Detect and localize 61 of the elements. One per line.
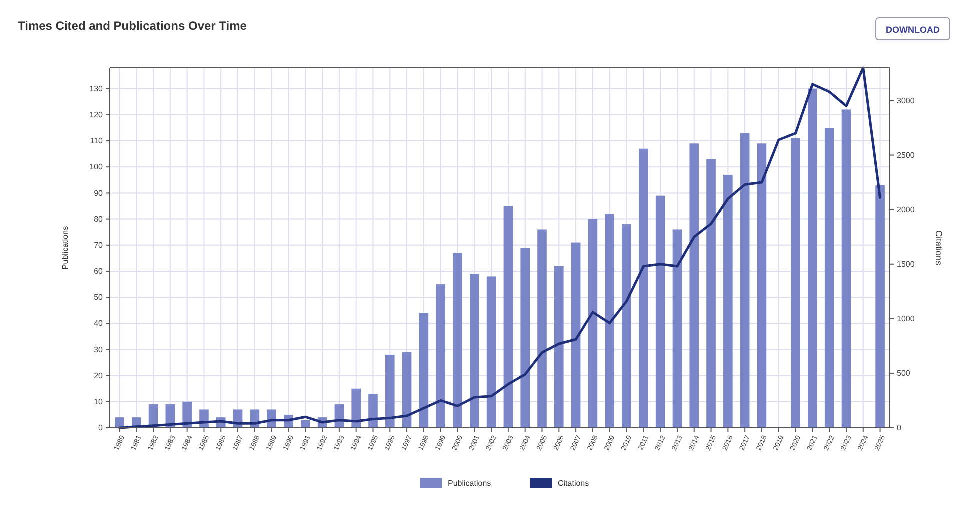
bar [115,418,124,428]
bar [300,420,310,428]
bar [352,388,361,428]
bar [385,354,395,428]
bar [757,144,767,428]
bar [824,128,834,428]
bar [724,174,733,428]
y-tick-label: 100 [90,162,104,172]
y-tick-label: 90 [94,188,104,198]
bar [842,110,852,428]
bar [538,230,547,428]
y-tick-label: 30 [94,345,104,354]
y-tick-label: 20 [94,371,104,380]
bar [672,230,682,428]
y2-tick-label: 1500 [897,260,916,269]
y-tick-label: 40 [94,319,104,328]
y2-tick-label: 0 [897,424,902,433]
bar [554,266,564,428]
y-tick-label: 70 [94,240,104,250]
y2-tick-label: 1000 [897,314,916,324]
y-tick-label: 0 [98,424,104,433]
y-tick-label: 80 [94,214,104,224]
y-tick-label: 120 [90,110,104,120]
bar [588,219,598,428]
bar [656,196,666,428]
bar [453,253,462,428]
bar [368,394,378,428]
bar [740,133,750,428]
legend-label: Citations [558,479,590,488]
y2-tick-label: 2500 [897,150,916,160]
bar [791,138,800,428]
bar [622,224,632,428]
bar [571,242,581,428]
line-series [118,66,882,430]
bar [706,159,716,428]
y-tick-label: 10 [94,397,104,406]
y2-tick-label: 500 [897,369,911,378]
chart-title: Times Cited and Publications Over Time [18,19,248,33]
y-tick-label: 130 [90,84,104,94]
y2-tick-label: 2000 [897,205,916,214]
bar [520,248,530,428]
bar [605,214,615,428]
bar [690,144,700,428]
bar [182,402,192,428]
bar [504,206,514,428]
bar [876,185,885,428]
legend-label: Publications [448,479,492,488]
text: DOWNLOAD [886,25,940,35]
bar [639,148,648,428]
bar [808,88,818,428]
bar [419,313,429,428]
bar [436,284,446,428]
y2-axis-title: Citations [934,230,944,266]
y-tick-label: 110 [90,136,104,146]
bar [402,352,412,428]
y2-tick-label: 3000 [897,96,916,106]
y-tick-label: 60 [94,267,104,276]
y-axis-title: Publications [61,226,70,270]
bar [486,276,496,428]
y-tick-label: 50 [94,293,104,302]
bar [470,274,480,428]
